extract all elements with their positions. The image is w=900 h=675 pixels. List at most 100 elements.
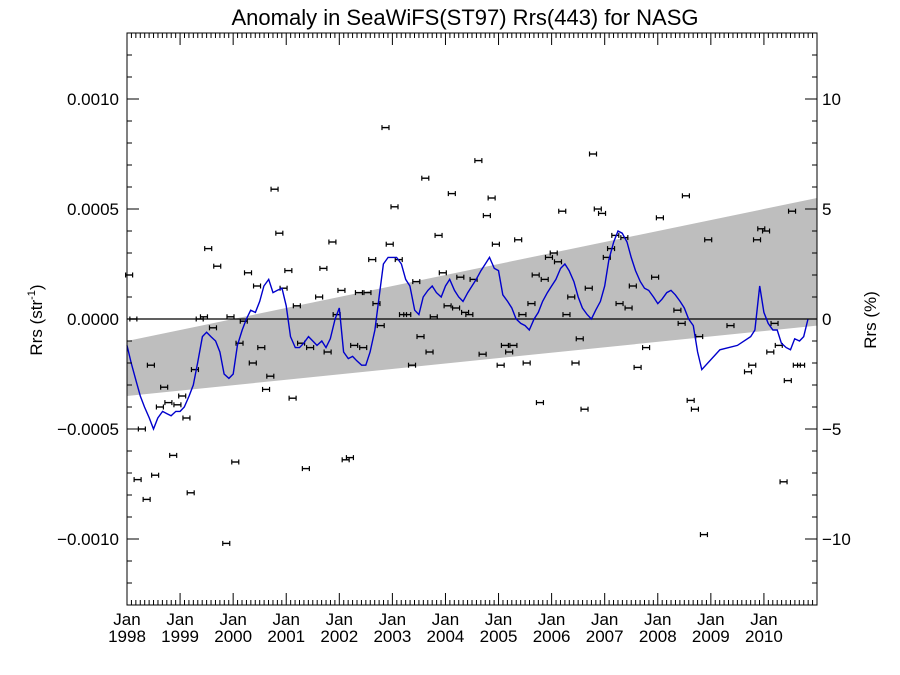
data-point xyxy=(323,349,332,355)
data-point xyxy=(252,283,262,289)
data-point xyxy=(222,540,231,546)
x-tick-label-year: 2009 xyxy=(692,627,730,646)
data-point xyxy=(522,360,531,366)
trend-confidence-band xyxy=(127,198,817,396)
data-point xyxy=(270,186,279,192)
x-tick-label-year: 2001 xyxy=(267,627,305,646)
x-tick-label-month: Jan xyxy=(432,610,459,629)
data-point xyxy=(142,496,151,502)
data-point xyxy=(641,345,651,351)
data-point xyxy=(337,287,346,293)
running-mean-line xyxy=(126,230,809,431)
y-axis-label-left-close: ) xyxy=(27,284,46,290)
data-point xyxy=(412,279,421,285)
data-point xyxy=(301,466,310,472)
data-point xyxy=(699,532,709,538)
data-point xyxy=(429,314,438,320)
data-point xyxy=(443,303,452,309)
y-axis-label-left-text: Rrs (str xyxy=(27,300,46,356)
data-point xyxy=(686,397,695,403)
data-point xyxy=(199,314,209,320)
data-point xyxy=(743,369,753,375)
y-tick-label-right: −10 xyxy=(822,530,851,549)
data-point xyxy=(284,268,293,274)
data-point xyxy=(611,232,620,238)
data-point xyxy=(567,294,576,300)
data-point xyxy=(363,290,372,296)
x-tick-label-month: Jan xyxy=(219,610,246,629)
x-tick-label-year: 2004 xyxy=(427,627,465,646)
x-tick-label-month: Jan xyxy=(697,610,724,629)
y-tick-label-right: −5 xyxy=(822,420,841,439)
y-tick-label-left: 0.0010 xyxy=(67,90,119,109)
y-tick-label-right: 5 xyxy=(822,200,831,219)
data-point xyxy=(474,158,483,164)
data-point xyxy=(681,193,691,199)
x-tick-label-year: 2007 xyxy=(586,627,624,646)
data-point xyxy=(368,257,377,263)
data-point xyxy=(186,490,195,496)
data-point xyxy=(575,336,584,342)
x-tick-label-year: 2010 xyxy=(745,627,783,646)
x-tick-label-year: 2000 xyxy=(214,627,252,646)
x-tick-label-year: 2003 xyxy=(373,627,411,646)
data-point xyxy=(549,250,558,256)
x-axis: Jan1998Jan1999Jan2000Jan2001Jan2002Jan20… xyxy=(108,33,814,646)
data-point xyxy=(231,459,240,465)
data-point xyxy=(518,312,527,318)
data-point xyxy=(500,342,510,348)
data-point xyxy=(376,323,385,329)
data-point xyxy=(766,349,775,355)
data-point xyxy=(624,305,633,311)
data-point xyxy=(597,210,607,216)
data-point xyxy=(456,274,465,280)
data-point xyxy=(235,340,244,346)
y-tick-label-right: 10 xyxy=(822,90,841,109)
data-point xyxy=(381,125,390,131)
data-point xyxy=(350,342,359,348)
data-point xyxy=(137,426,146,432)
data-point xyxy=(531,272,540,278)
y-axis-label-left-superscript: -1 xyxy=(26,290,38,300)
data-point xyxy=(261,386,271,392)
x-tick-label-month: Jan xyxy=(113,610,140,629)
data-point xyxy=(465,312,474,318)
x-tick-label-month: Jan xyxy=(538,610,565,629)
data-point xyxy=(257,345,266,351)
data-point xyxy=(478,351,487,357)
data-point xyxy=(527,301,536,307)
data-point xyxy=(540,276,549,282)
data-point xyxy=(306,345,315,351)
data-point xyxy=(178,393,187,399)
data-point xyxy=(761,228,771,234)
data-point xyxy=(606,246,616,252)
data-point xyxy=(451,305,461,311)
y-tick-label-left: 0.0005 xyxy=(67,200,119,219)
x-tick-label-month: Jan xyxy=(644,610,671,629)
data-point xyxy=(204,246,213,252)
data-point xyxy=(677,320,686,326)
data-point xyxy=(571,360,580,366)
chart-title: Anomaly in SeaWiFS(ST97) Rrs(443) for NA… xyxy=(231,5,698,30)
data-point xyxy=(248,360,257,366)
data-point xyxy=(275,230,284,236)
data-point xyxy=(496,362,505,368)
data-point xyxy=(491,241,500,247)
data-point xyxy=(434,232,443,238)
y-tick-label-left: −0.0010 xyxy=(57,530,119,549)
data-point xyxy=(390,204,399,210)
y-axis-left: 0.0010 0.0005 0.0000 −0.0005 −0.0010 xyxy=(57,32,139,606)
data-point xyxy=(779,479,788,485)
data-point xyxy=(615,301,624,307)
plot-area xyxy=(125,125,817,546)
data-point xyxy=(562,312,571,318)
data-point xyxy=(421,175,430,181)
data-point xyxy=(226,314,235,320)
x-tick-label-month: Jan xyxy=(379,610,406,629)
data-point xyxy=(208,325,218,331)
data-point xyxy=(535,400,545,406)
x-tick-label-month: Jan xyxy=(485,610,512,629)
data-point xyxy=(796,362,806,368)
data-point xyxy=(505,349,514,355)
data-point xyxy=(288,395,297,401)
